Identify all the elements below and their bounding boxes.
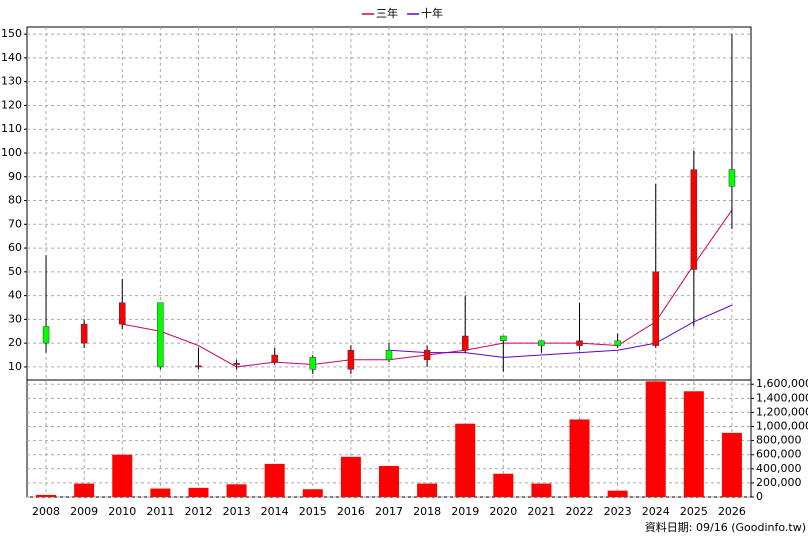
y2-tick-label: 1,200,000 (756, 405, 808, 418)
y-tick-label: 10 (8, 360, 22, 373)
candle-body (271, 354, 278, 363)
volume-bar (569, 419, 590, 497)
y2-tick-label: 800,000 (756, 434, 802, 447)
y2-tick-label: 1,000,000 (756, 420, 808, 433)
legend-label: 十年 (421, 6, 443, 20)
candle-body (690, 169, 698, 270)
y-tick-label: 60 (8, 241, 22, 254)
volume-bar (607, 490, 628, 497)
x-tick-label: 2025 (680, 505, 708, 518)
x-tick-label: 2014 (261, 505, 289, 518)
x-tick-label: 2016 (337, 505, 365, 518)
y-tick-label: 150 (1, 27, 22, 40)
candle-body (500, 335, 507, 342)
x-tick-label: 2013 (223, 505, 251, 518)
candle-body (423, 350, 431, 361)
ma-line (388, 304, 733, 358)
x-tick-label: 2023 (604, 505, 632, 518)
y2-tick-label: 600,000 (756, 448, 802, 461)
candle-body (385, 350, 393, 361)
y2-tick-label: 200,000 (756, 476, 802, 489)
y-tick-label: 100 (1, 146, 22, 159)
y-tick-label: 40 (8, 289, 22, 302)
volume-bar (150, 488, 171, 497)
y2-tick-label: 400,000 (756, 462, 802, 475)
x-tick-label: 2011 (146, 505, 174, 518)
volume-bar (302, 489, 323, 497)
volume-bar (340, 456, 361, 497)
volume-bar (493, 473, 514, 497)
volume-bar (645, 381, 666, 497)
volume-bar (721, 432, 742, 497)
volume-bar (226, 484, 247, 497)
volume-bar (112, 454, 133, 497)
candle-body (652, 271, 659, 346)
y-tick-label: 110 (1, 122, 22, 135)
x-tick-label: 2010 (108, 505, 136, 518)
volume-bar (455, 423, 476, 497)
y-tick-label: 120 (1, 98, 22, 111)
y2-tick-label: 1,600,000 (756, 377, 808, 390)
x-tick-label: 2020 (489, 505, 517, 518)
x-tick-label: 2019 (451, 505, 479, 518)
x-tick-label: 2026 (718, 505, 746, 518)
x-tick-label: 2015 (299, 505, 327, 518)
legend-label: 三年 (376, 6, 398, 20)
candle-body (119, 302, 126, 325)
x-tick-label: 2012 (184, 505, 212, 518)
y-tick-label: 80 (8, 194, 22, 207)
y-tick-label: 50 (8, 265, 22, 278)
volume-bar (36, 494, 57, 497)
y-tick-label: 90 (8, 170, 22, 183)
candle-body (614, 340, 621, 346)
x-tick-label: 2021 (527, 505, 555, 518)
y2-tick-label: 0 (756, 490, 763, 503)
x-tick-label: 2017 (375, 505, 403, 518)
candle-body (576, 340, 583, 346)
candle-body (233, 363, 240, 365)
y-tick-label: 70 (8, 217, 22, 230)
candle-body (347, 350, 355, 370)
candle-body (157, 302, 164, 368)
y-tick-label: 20 (8, 336, 22, 349)
footnote: 資料日期: 09/16 (Goodinfo.tw) (645, 520, 806, 534)
volume-bar (417, 483, 438, 497)
candle-body (195, 365, 202, 368)
candle-body (80, 323, 88, 344)
volume-bar (264, 463, 285, 497)
candle-body (309, 357, 317, 370)
volume-bar (531, 483, 552, 497)
y-tick-label: 130 (1, 75, 22, 88)
candle-body (42, 326, 50, 344)
x-tick-label: 2009 (70, 505, 98, 518)
volume-bar (683, 391, 704, 497)
candle-body (538, 340, 545, 346)
volume-bar (379, 465, 399, 497)
y-tick-label: 30 (8, 312, 22, 325)
volume-bar (188, 487, 209, 497)
candle-body (461, 335, 469, 351)
x-tick-label: 2024 (642, 505, 670, 518)
x-tick-label: 2018 (413, 505, 441, 518)
volume-bar (74, 483, 95, 497)
x-tick-label: 2008 (32, 505, 60, 518)
candle-body (728, 169, 736, 187)
y2-tick-label: 1,400,000 (756, 391, 808, 404)
x-tick-label: 2022 (566, 505, 594, 518)
y-tick-label: 140 (1, 51, 22, 64)
